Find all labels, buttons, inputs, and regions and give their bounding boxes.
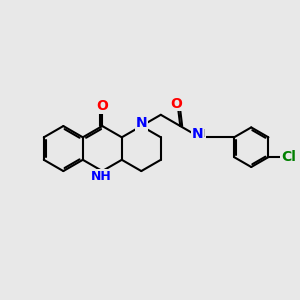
- Text: H: H: [196, 129, 206, 139]
- Text: N: N: [192, 127, 203, 141]
- Text: Cl: Cl: [281, 150, 296, 164]
- Text: O: O: [96, 99, 108, 113]
- Text: N: N: [136, 116, 147, 130]
- Text: NH: NH: [91, 170, 111, 183]
- Text: O: O: [170, 97, 182, 111]
